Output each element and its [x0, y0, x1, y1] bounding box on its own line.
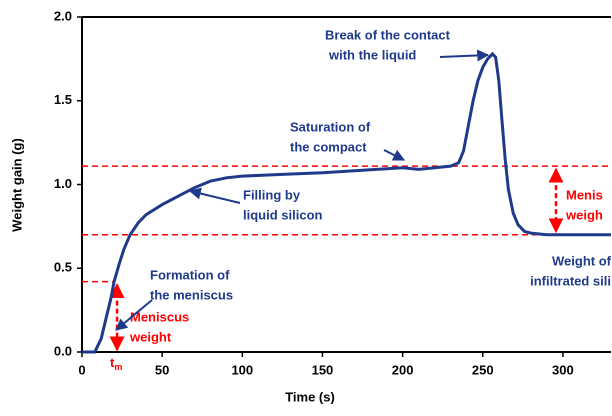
annotation: Weight of [552, 253, 612, 268]
annotation: weight [129, 329, 172, 344]
x-tick-label: 150 [312, 362, 334, 377]
tm-text: t [110, 355, 115, 370]
y-axis-label: Weight gain (g) [9, 138, 24, 232]
annotation: the compact [290, 139, 367, 154]
annotation: Break of the contact [325, 27, 451, 42]
y-tick-label: 0.0 [54, 343, 72, 358]
annotation: Meniscus [130, 309, 189, 324]
annotation: Formation of [150, 267, 230, 282]
annotation-arrow [439, 49, 490, 62]
annotation: Filling by [243, 187, 301, 202]
annotation: infiltrated sili [530, 273, 611, 288]
annotation: Saturation of [290, 119, 371, 134]
annotation: liquid silicon [243, 207, 323, 222]
annotation: Menis [566, 187, 603, 202]
y-tick-label: 2.0 [54, 8, 72, 23]
annotation: with the liquid [328, 47, 416, 62]
y-tick-label: 1.5 [54, 92, 72, 107]
x-tick-label: 250 [472, 362, 494, 377]
annotation-arrow [188, 187, 241, 204]
data-line [82, 51, 611, 354]
annotation-arrow [115, 299, 153, 331]
tm-label: tm [110, 355, 122, 372]
x-axis-label: Time (s) [285, 389, 335, 404]
x-tick-label: 300 [552, 362, 574, 377]
annotation: weigh [565, 207, 603, 222]
x-tick-label: 100 [231, 362, 253, 377]
annotation-arrow [383, 149, 406, 161]
y-tick-label: 0.5 [54, 260, 72, 275]
x-tick-label: 50 [155, 362, 169, 377]
annotation: the meniscus [150, 287, 233, 302]
x-tick-label: 0 [78, 362, 85, 377]
tm-sub: m [114, 362, 122, 372]
x-tick-label: 200 [392, 362, 414, 377]
y-tick-label: 1.0 [54, 176, 72, 191]
